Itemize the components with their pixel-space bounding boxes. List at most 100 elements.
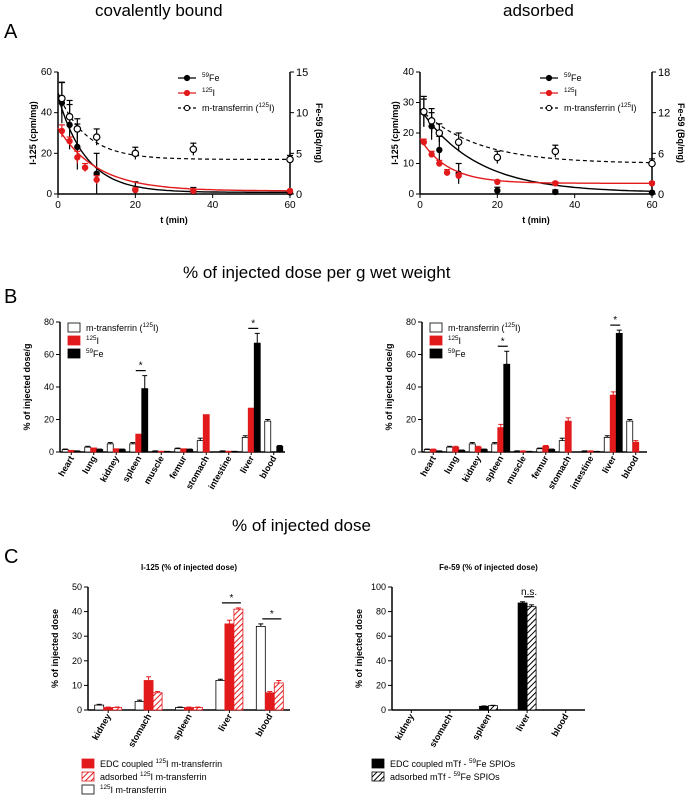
x-tick-label: 40 <box>569 200 581 211</box>
chart-a-adsorbed: 0 10 20 30 40 0 6 12 18 0 20 40 60 t (min) I-125 (cpm/… <box>390 67 686 225</box>
data-point <box>74 154 81 161</box>
x-tick-label: 0 <box>417 200 423 211</box>
legend-label: 59Fe <box>86 348 104 359</box>
chart-title: I-125 (% of injected dose) <box>141 563 237 572</box>
x-tick-label: 20 <box>492 200 504 211</box>
y2-tick-label: 15 <box>296 67 308 79</box>
legend-swatch <box>371 771 385 782</box>
bar-spleen <box>193 707 203 711</box>
data-point <box>420 107 428 116</box>
y-tick-label: 40 <box>41 108 53 119</box>
category-label: blood <box>258 454 279 480</box>
category-label: femur <box>529 454 550 481</box>
bar-kidney <box>112 707 123 711</box>
section-label-b: B <box>4 286 17 308</box>
data-point <box>190 187 197 195</box>
section-label-a: A <box>4 21 18 43</box>
bar-lung <box>96 449 104 453</box>
y-tick-label: 0 <box>411 447 416 457</box>
data-point <box>131 149 140 158</box>
category-label: liver <box>216 712 234 733</box>
x-tick-label: 60 <box>284 200 296 211</box>
data-point <box>648 159 656 168</box>
category-label: stomach <box>126 712 153 749</box>
y-axis-title: I-125 (cpm/mg) <box>390 101 400 165</box>
data-point <box>420 138 428 146</box>
data-point <box>454 138 463 146</box>
bar-spleen <box>503 363 511 453</box>
bar-spleen <box>184 707 194 711</box>
bar-kidney <box>94 704 105 711</box>
legend-label: 125I <box>86 335 99 346</box>
data-point <box>81 164 89 171</box>
category-label: liver <box>514 712 532 733</box>
legend-swatch-marker <box>183 74 191 82</box>
section-label-c: C <box>4 546 18 568</box>
bar-blood <box>276 445 284 453</box>
x-tick-label: 0 <box>55 200 61 211</box>
legend-label: m-transferrin (125I) <box>448 322 521 333</box>
y-tick-label: 60 <box>376 631 386 641</box>
heading-adsorbed: adsorbed <box>503 1 574 20</box>
chart-c-i125: I-125 (% of injected dose) 0 10 20 30 40 50 % o… <box>50 563 290 795</box>
y-tick-label: 80 <box>44 317 54 327</box>
category-label: muscle <box>504 454 528 486</box>
category-label: heart <box>418 454 438 478</box>
chart-b-covalent: 0 20 40 60 80 % of injected dose/g heart lung ki… <box>22 317 285 491</box>
bar-heart <box>61 449 69 453</box>
y-tick-label: 20 <box>44 415 54 425</box>
bar-spleen <box>129 443 137 453</box>
legend-label: m-transferrin (125I) <box>86 322 159 333</box>
y-tick-label: 40 <box>406 382 416 392</box>
y-axis-title: % of injected dose/g <box>22 343 32 430</box>
legend-label: 59Fe <box>202 72 220 83</box>
bar-femur <box>536 448 544 453</box>
bar-spleen <box>491 443 499 453</box>
data-point <box>435 129 444 137</box>
legend-label: EDC coupled 125I m-transferrin <box>100 758 222 769</box>
bar-liver <box>526 606 537 711</box>
y2-axis-title: Fe-59 (Bq/mg) <box>314 103 324 163</box>
chart-title: Fe-59 (% of injected dose) <box>439 563 538 572</box>
bar-stomach <box>202 414 210 453</box>
bar-femur <box>174 448 182 453</box>
bar-stomach <box>134 700 145 711</box>
category-label: lung <box>442 454 460 475</box>
significance-label: * <box>501 336 505 347</box>
y-tick-label: 80 <box>376 607 386 617</box>
y-tick-label: 0 <box>408 189 414 200</box>
y-tick-label: 100 <box>371 582 386 592</box>
bar-femur <box>548 449 556 453</box>
data-point <box>66 137 73 145</box>
data-point <box>551 147 560 156</box>
y-tick-label: 0 <box>49 447 54 457</box>
category-label: stomach <box>427 712 454 749</box>
legend-label: 125I m-transferrin <box>100 784 167 795</box>
data-point <box>494 178 501 185</box>
bar-stomach <box>196 440 204 453</box>
legend-swatch-marker <box>183 89 191 97</box>
legend-swatch <box>67 335 81 346</box>
data-point <box>494 187 501 194</box>
bar-spleen <box>497 427 505 453</box>
bar-spleen <box>135 433 143 453</box>
category-label: kidney <box>98 454 121 484</box>
category-label: blood <box>620 454 641 480</box>
y2-tick-label: 5 <box>296 148 302 160</box>
x-tick-label: 60 <box>646 200 658 211</box>
data-point <box>436 160 443 167</box>
y2-tick-label: 0 <box>658 189 664 201</box>
bar-intestine <box>225 450 233 453</box>
y-axis-title: I-125 (cpm/mg) <box>28 101 38 165</box>
y2-axis-title: Fe-59 (Bq/mg) <box>676 103 686 163</box>
data-point <box>74 143 81 151</box>
y-tick-label: 20 <box>72 656 82 666</box>
x-tick-label: 20 <box>130 200 142 211</box>
y-tick-label: 30 <box>72 631 82 641</box>
bar-spleen <box>488 705 498 711</box>
bar-kidney <box>480 449 488 453</box>
legend-label: adsorbed 125I m-transferrin <box>100 771 207 782</box>
data-point <box>427 117 436 125</box>
data-point <box>428 151 435 158</box>
category-label: blood <box>254 712 275 738</box>
